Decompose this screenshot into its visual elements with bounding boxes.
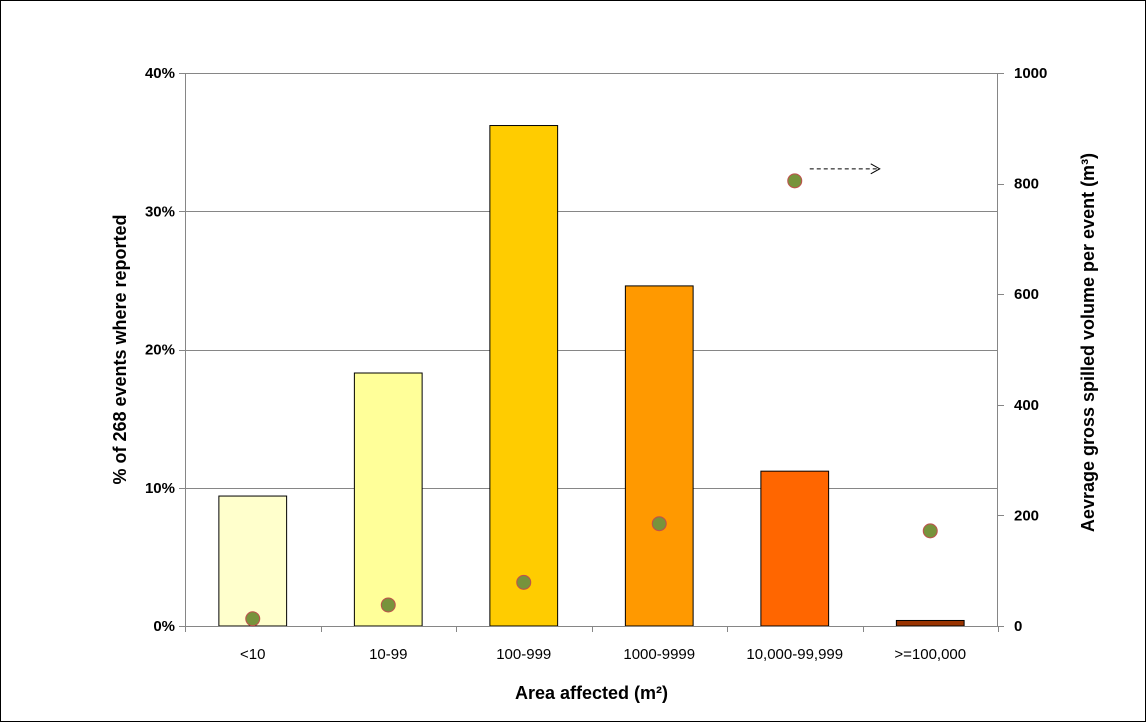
left-axis-title: % of 268 events where reported [110,214,130,484]
left-axis-ticks: 0% 10% 20% 30% 40% [145,65,175,635]
left-tick-label: 30% [145,203,175,220]
bar [760,470,830,627]
bar [489,125,559,627]
category-label: 100-999 [496,646,551,663]
x-axis-title: Area affected (m²) [515,683,668,703]
category-label: 1000-9999 [623,646,695,663]
right-tick-label: 1000 [1014,65,1047,82]
right-axis-title: Aevrage gross spilled volume per event (… [1078,153,1098,532]
annotation [809,163,881,175]
bar [218,495,288,627]
right-tick-label: 200 [1014,507,1039,524]
bars [218,125,965,627]
category-labels: <10 10-99 100-999 1000-9999 10,000-99,999 >=1… [240,646,966,663]
right-tick-label: 800 [1014,176,1039,193]
category-label: 10,000-99,999 [746,646,843,663]
left-tick-label: 0% [153,618,175,635]
scatter-point [380,597,396,613]
scatter-point [787,173,803,189]
right-tick-label: 0 [1014,618,1022,635]
axes [179,73,1004,632]
left-tick-label: 20% [145,342,175,359]
bar [895,619,965,627]
scatter-point [245,611,261,627]
scatter-point [651,516,667,532]
bar [353,372,423,627]
scatter-point [922,523,938,539]
category-label: <10 [240,646,265,663]
right-tick-label: 400 [1014,397,1039,414]
scatter-points [245,173,938,627]
scatter-point [516,574,532,590]
category-label: >=100,000 [894,646,966,663]
bar [624,285,694,627]
left-tick-label: 10% [145,480,175,497]
category-label: 10-99 [369,646,407,663]
annotation-arrow-head [870,163,881,175]
gridlines [185,73,998,489]
left-tick-label: 40% [145,65,175,82]
right-tick-label: 600 [1014,286,1039,303]
right-axis-ticks: 0 200 400 600 800 1000 [1014,65,1047,635]
